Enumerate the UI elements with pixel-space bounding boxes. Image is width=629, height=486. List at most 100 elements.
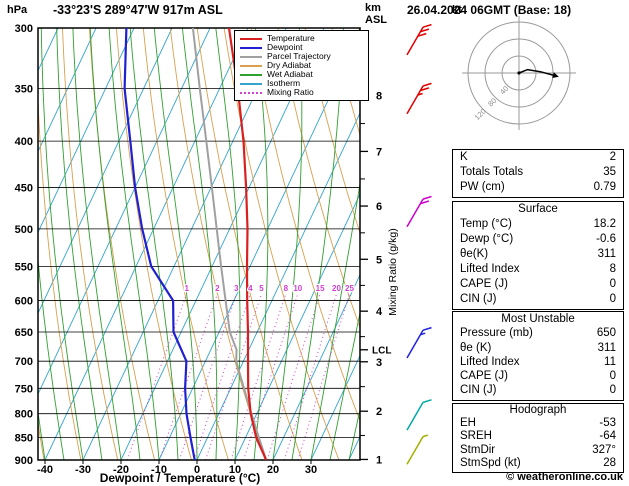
svg-text:10: 10 [293,284,302,293]
row-value: -0.6 [596,233,616,245]
row-value: 311 [597,248,616,260]
svg-text:550: 550 [15,261,33,273]
row-label: EH [460,417,476,430]
row-label: K [460,151,468,163]
lcl-marker-label: LCL [372,345,391,356]
mixing-ratio-line-swatch [240,91,262,94]
svg-text:3: 3 [376,357,382,369]
legend-item-mixing-ratio: Mixing Ratio [240,88,364,97]
row-label: StmDir [460,443,496,456]
row-label: Lifted Index [460,355,520,368]
row-value: -64 [599,430,616,443]
row-label: Totals Totals [460,166,524,178]
station-title: -33°23'S 289°47'W 917m ASL [53,3,223,17]
copyright: © weatheronline.co.uk [506,471,623,483]
datetime-title: 26.04.2024 06GMT (Base: 18) [407,3,572,17]
svg-text:300: 300 [15,23,33,35]
svg-text:-40: -40 [37,464,53,476]
row-value: 0 [609,293,616,305]
table-row: CIN (J) 0 [453,292,623,307]
row-label: θe(K) [460,248,489,260]
legend-label: Dry Adiabat [267,60,311,70]
row-label: CIN (J) [460,293,497,305]
mixing-ratio-axis-label: Mixing Ratio (g/kg) [387,228,399,316]
row-label: StmSpd (kt) [460,456,521,469]
km-axis-unit: km ASL [365,2,387,26]
legend-item-parcel-trajectory: Parcel Trajectory [240,52,364,61]
svg-text:8: 8 [284,284,289,293]
row-value: -53 [599,417,616,430]
svg-text:120: 120 [473,107,488,122]
km-asl-axis: 1 2 3 4 5 6 7 8 [360,66,383,466]
svg-text:450: 450 [15,182,33,194]
svg-text:5: 5 [376,254,382,266]
axis-tick-labels: 300350400450500550600650700750800850900-… [15,23,317,476]
legend-item-temperature: Temperature [240,34,364,43]
svg-text:30: 30 [305,464,317,476]
row-value: 327° [592,443,616,456]
svg-text:500: 500 [15,224,33,236]
row-label: Pressure (mb) [460,327,533,340]
svg-text:10: 10 [229,464,241,476]
table-row: K 2 [453,150,623,165]
row-label: Dewp (°C) [460,233,514,245]
row-label: Temp (°C) [460,218,512,230]
table-row: Temp (°C) 18.2 [453,217,623,232]
dry-adiabat-line-swatch [240,64,262,67]
table-title: Most Unstable [501,313,575,325]
svg-text:25: 25 [345,284,354,293]
table-row: CIN (J) 0 [453,383,623,397]
row-value: 311 [597,341,616,354]
row-value: 0 [609,370,616,383]
svg-text:4: 4 [376,306,383,318]
svg-text:2: 2 [376,406,382,418]
profile-curves [123,28,268,460]
isotherm-line-swatch [240,82,262,85]
table-title: Hodograph [509,404,567,416]
svg-text:1: 1 [376,454,382,466]
row-label: θe (K) [460,341,492,354]
row-label: SREH [460,430,492,443]
row-label: CIN (J) [460,384,497,397]
legend-label: Mixing Ratio [267,87,314,97]
svg-text:20: 20 [332,284,341,293]
row-value: 28 [603,456,616,469]
svg-text:3: 3 [234,284,239,293]
svg-text:-30: -30 [75,464,91,476]
row-value: 18.2 [593,218,616,230]
parcel-line-swatch [240,55,262,58]
dewpoint-line-swatch [240,46,262,49]
svg-text:800: 800 [15,409,33,421]
svg-text:350: 350 [15,84,33,96]
row-label: PW (cm) [460,181,505,193]
legend-item-dewpoint: Dewpoint [240,43,364,52]
temperature-line-swatch [240,37,262,40]
table-row: θe(K) 311 [453,247,623,262]
svg-text:650: 650 [15,327,33,339]
table-row: Lifted Index 8 [453,262,623,277]
table-row: PW (cm) 0.79 [453,180,623,195]
table-row: CAPE (J) 0 [453,369,623,383]
legend-label: Temperature [267,33,315,43]
svg-text:4: 4 [248,284,253,293]
svg-text:8: 8 [376,90,382,102]
wet-adiabat-line-swatch [240,73,262,76]
svg-text:-20: -20 [113,464,129,476]
x-axis-title: Dewpoint / Temperature (°C) [99,471,261,485]
svg-text:20: 20 [267,464,279,476]
row-label: Lifted Index [460,263,520,275]
svg-text:2: 2 [215,284,220,293]
table-row: EH -53 [453,417,623,430]
hodograph-table: Hodograph EH -53 SREH -64 StmDir 327° St… [452,403,624,473]
row-value: 35 [603,166,616,178]
table-row: StmDir 327° [453,444,623,457]
legend-item-isotherm: Isotherm [240,79,364,88]
legend-item-dry-adiabat: Dry Adiabat [240,61,364,70]
svg-text:1: 1 [184,284,189,293]
legend-label: Parcel Trajectory [267,51,331,61]
indices-table: K 2 Totals Totals 35 PW (cm) 0.79 [452,149,624,198]
svg-text:400: 400 [15,136,33,148]
svg-text:850: 850 [15,433,33,445]
svg-text:5: 5 [259,284,264,293]
